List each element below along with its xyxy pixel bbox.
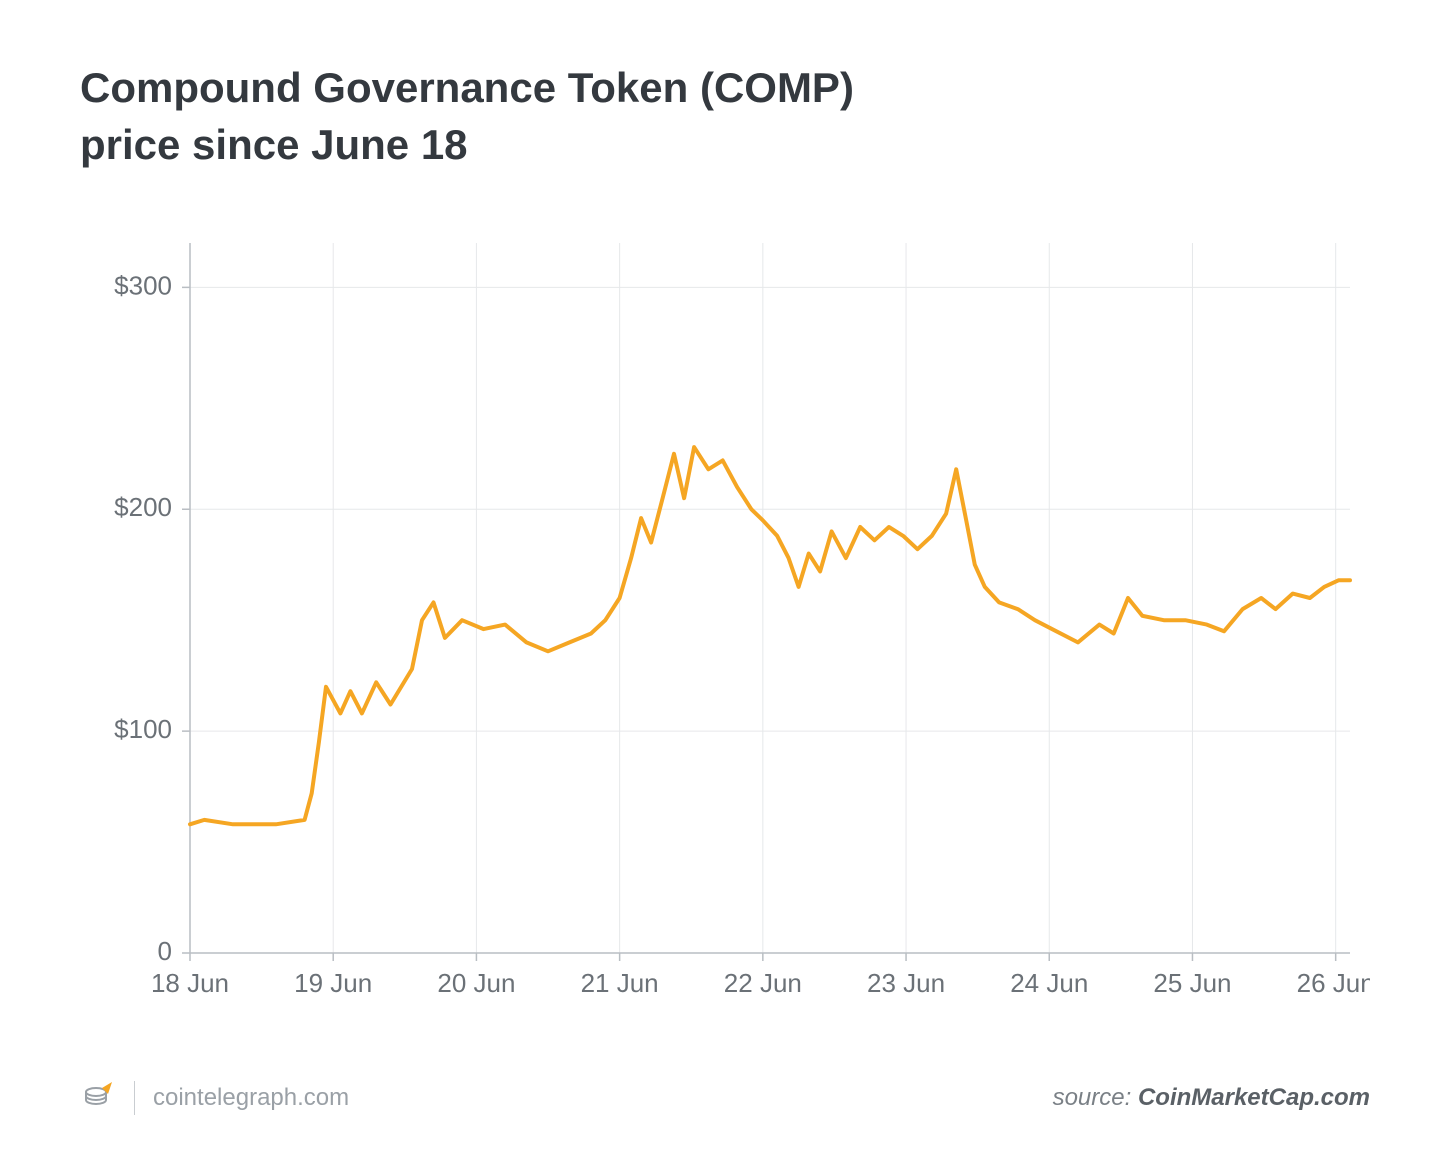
x-tick-label: 26 Jun <box>1297 969 1370 999</box>
x-tick-label: 18 Jun <box>151 969 229 999</box>
cointelegraph-logo-icon <box>80 1080 116 1116</box>
x-tick-label: 24 Jun <box>1010 969 1088 999</box>
x-tick-label: 22 Jun <box>724 969 802 999</box>
y-tick-label: $100 <box>114 714 172 744</box>
y-tick-label: $200 <box>114 493 172 523</box>
x-tick-label: 25 Jun <box>1153 969 1231 999</box>
source-label: source: <box>1053 1084 1138 1111</box>
footer-site: cointelegraph.com <box>153 1084 349 1112</box>
x-tick-label: 20 Jun <box>437 969 515 999</box>
footer: cointelegraph.com source: CoinMarketCap.… <box>80 1080 1370 1116</box>
footer-left: cointelegraph.com <box>80 1080 349 1116</box>
chart-svg: 0 $100 $200 $300 18 Jun 19 Jun 20 Jun 21 Jun 22 … <box>80 223 1370 1023</box>
x-tick-label: 19 Jun <box>294 969 372 999</box>
price-chart: 0 $100 $200 $300 18 Jun 19 Jun 20 Jun 21 Jun 22 … <box>80 223 1370 1023</box>
x-tick-label: 21 Jun <box>581 969 659 999</box>
y-tick-label: $300 <box>114 271 172 301</box>
chart-title: Compound Governance Token (COMP) price s… <box>80 60 1370 173</box>
price-line <box>190 447 1350 824</box>
footer-source: source: CoinMarketCap.com <box>1053 1084 1370 1112</box>
title-line-2: price since June 18 <box>80 121 468 168</box>
footer-divider <box>134 1081 135 1115</box>
x-tick-label: 23 Jun <box>867 969 945 999</box>
y-tick-label: 0 <box>158 936 172 966</box>
title-line-1: Compound Governance Token (COMP) <box>80 64 854 111</box>
source-name: CoinMarketCap.com <box>1138 1084 1370 1111</box>
